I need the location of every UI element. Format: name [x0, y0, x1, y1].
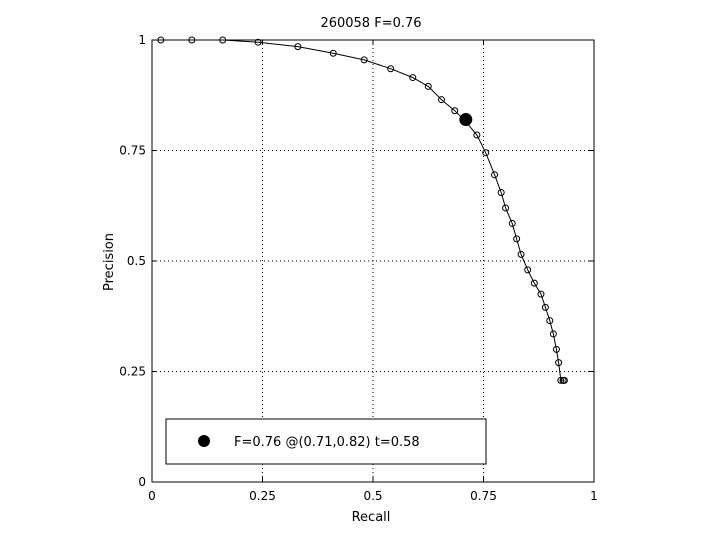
data-point [424, 82, 432, 90]
best-f-point [459, 113, 473, 127]
x-axis-title: Recall [352, 510, 391, 525]
data-point [530, 279, 538, 287]
data-point [541, 303, 549, 311]
x-tick-label: 0.25 [249, 489, 276, 503]
series-line [160, 39, 565, 381]
data-point [549, 330, 557, 338]
data-point [513, 235, 521, 243]
data-point [188, 36, 196, 44]
legend-marker [198, 435, 210, 447]
data-point [473, 131, 481, 139]
data-point [254, 38, 262, 46]
data-point [524, 266, 532, 274]
data-point [555, 359, 563, 367]
y-tick-label: 0.25 [119, 365, 146, 379]
data-point [294, 43, 302, 51]
data-point [517, 250, 525, 258]
data-point [219, 36, 227, 44]
chart-title: 260058 F=0.76 [320, 16, 421, 31]
data-point [497, 188, 505, 196]
y-axis-title: Precision [102, 233, 117, 291]
data-point [451, 107, 459, 115]
x-tick-label: 0.5 [363, 489, 382, 503]
legend-label: F=0.76 @(0.71,0.82) t=0.58 [234, 435, 420, 450]
data-point [360, 56, 368, 64]
grid-lines [152, 40, 594, 482]
y-tick-label: 1 [138, 33, 146, 47]
axis-ticks: 0 0.25 0.5 0.75 1 0 0.25 0.5 0.75 1 [119, 33, 598, 503]
data-point [546, 317, 554, 325]
data-point [508, 219, 516, 227]
data-point [552, 345, 560, 353]
x-tick-label: 0 [148, 489, 156, 503]
data-point [387, 65, 395, 73]
data-point [502, 204, 510, 212]
data-point [482, 149, 490, 157]
legend: F=0.76 @(0.71,0.82) t=0.58 [165, 418, 487, 465]
data-point [157, 36, 165, 44]
y-tick-label: 0 [138, 475, 146, 489]
y-tick-label: 0.75 [119, 144, 146, 158]
series-pr-curve [157, 36, 568, 384]
data-point [560, 376, 568, 384]
legend-box [165, 418, 487, 465]
data-point [557, 376, 565, 384]
data-point [537, 290, 545, 298]
x-tick-label: 0.75 [470, 489, 497, 503]
data-point [491, 171, 499, 179]
x-tick-label: 1 [590, 489, 598, 503]
data-point [438, 96, 446, 104]
data-point [409, 74, 417, 82]
data-point [329, 49, 337, 57]
y-tick-label: 0.5 [127, 254, 146, 268]
